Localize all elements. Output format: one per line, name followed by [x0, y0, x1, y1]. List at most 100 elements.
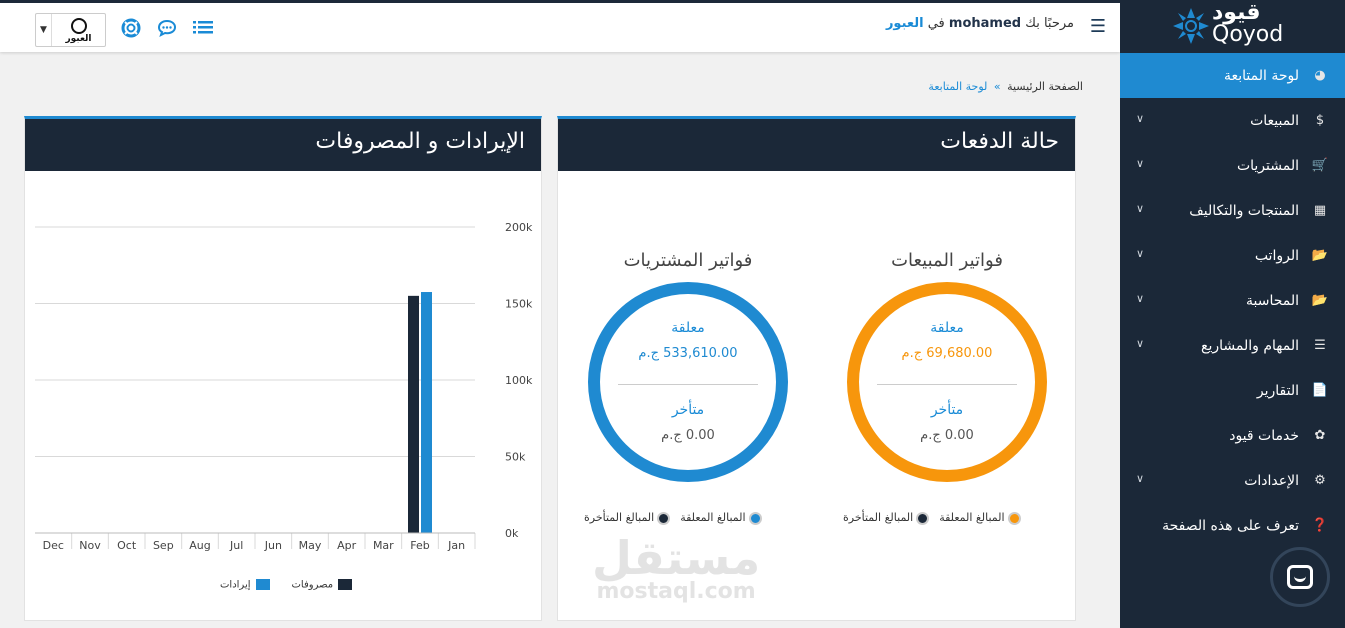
legend-swatch — [338, 579, 353, 590]
x-tick-label: Feb — [410, 539, 429, 552]
user-name: mohamed — [948, 16, 1022, 31]
sales-overdue-label: متأخر — [930, 402, 964, 418]
ring-divider — [877, 384, 1017, 385]
top-bar: ☰ مرحبًا بك mohamed في العبور ▼ العبور — [0, 0, 1120, 52]
sidebar-item-help[interactable]: ❓ تعرف على هذه الصفحة — [1120, 503, 1345, 548]
welcome-prefix: مرحبًا بك — [1025, 16, 1074, 31]
breadcrumb: الصفحة الرئيسية » لوحة المتابعة — [928, 80, 1083, 93]
purchases-overdue-value: 0.00 ج.م — [661, 428, 715, 443]
y-tick-label: 150k — [505, 298, 533, 311]
watermark-arabic: مستقل — [592, 531, 761, 585]
dollar-icon: $ — [1315, 113, 1325, 128]
gear-icon: ⚙ — [1314, 473, 1326, 488]
panel-title: حالة الدفعات — [558, 119, 1075, 171]
chevron-down-icon: ∨ — [1136, 472, 1145, 485]
company-logo: العبور — [52, 16, 105, 44]
brand-arabic: قيود — [1212, 0, 1261, 25]
sidebar-item-settings[interactable]: ⚙ الإعدادات ∨ — [1120, 458, 1345, 503]
sidebar-item-products[interactable]: ▦ المنتجات والتكاليف ∨ — [1120, 188, 1345, 233]
chat-bubble-icon — [1287, 565, 1313, 589]
watermark: مستقل mostaql.com — [592, 535, 760, 603]
brand-wordmark: قيود Qoyod — [1212, 2, 1283, 46]
sidebar-item-accounting[interactable]: 📂 المحاسبة ∨ — [1120, 278, 1345, 323]
x-tick-label: Aug — [189, 539, 210, 552]
sidebar-item-label: خدمات قيود — [1229, 427, 1299, 444]
sidebar-item-label: المهام والمشاريع — [1201, 337, 1299, 354]
support-icon[interactable] — [120, 17, 142, 39]
sidebar-item-label: التقارير — [1256, 382, 1299, 399]
sidebar-item-label: المحاسبة — [1245, 292, 1299, 309]
purchases-pending-label: معلقة — [671, 320, 705, 336]
sales-legend: المبالغ المعلقة المبالغ المتأخرة — [843, 511, 1021, 525]
x-tick-label: Jul — [229, 539, 243, 552]
folder-open-icon: 📂 — [1311, 293, 1329, 308]
x-tick-label: Oct — [117, 539, 137, 552]
sidebar: قيود Qoyod ◕ لوحة المتابعة $ المبيعات ∨ … — [1120, 0, 1345, 628]
list-icon: ☰ — [1314, 338, 1326, 353]
legend-overdue[interactable]: المبالغ المتأخرة — [584, 511, 671, 525]
brand-logo[interactable]: قيود Qoyod — [1120, 0, 1345, 53]
x-tick-label: Jun — [264, 539, 282, 552]
sidebar-item-label: المبيعات — [1250, 112, 1299, 129]
legend-label: إيرادات — [220, 579, 251, 591]
legend-pending[interactable]: المبالغ المعلقة — [939, 511, 1021, 525]
y-tick-label: 50k — [505, 451, 526, 464]
sidebar-item-tasks[interactable]: ☰ المهام والمشاريع ∨ — [1120, 323, 1345, 368]
chevron-down-icon: ∨ — [1136, 112, 1145, 125]
sales-pending-value: 69,680.00 ج.م — [901, 346, 993, 361]
bar — [408, 295, 419, 533]
sidebar-item-payroll[interactable]: 📂 الرواتب ∨ — [1120, 233, 1345, 278]
chevron-down-icon: ∨ — [1136, 292, 1145, 305]
chevron-down-icon: ∨ — [1136, 157, 1145, 170]
legend-overdue[interactable]: المبالغ المتأخرة — [843, 511, 930, 525]
chart-legend-item[interactable]: مصروفات — [292, 579, 353, 591]
bar — [421, 292, 432, 533]
sidebar-item-reports[interactable]: 📄 التقارير — [1120, 368, 1345, 413]
chart-legend-item[interactable]: إيرادات — [220, 579, 270, 591]
purchase-invoices-title: فواتير المشتريات — [623, 250, 753, 271]
caret-down-icon[interactable]: ▼ — [36, 14, 52, 46]
chevron-down-icon: ∨ — [1136, 337, 1145, 350]
legend-label: مصروفات — [291, 579, 334, 591]
breadcrumb-current[interactable]: لوحة المتابعة — [928, 80, 988, 93]
company-switcher[interactable]: ▼ العبور — [35, 13, 106, 47]
sidebar-item-dashboard[interactable]: ◕ لوحة المتابعة — [1120, 53, 1345, 98]
welcome-in: في — [927, 16, 945, 31]
sidebar-item-label: الإعدادات — [1244, 472, 1299, 489]
purchases-pending-value: 533,610.00 ج.م — [638, 346, 738, 361]
qoyod-logo-icon — [1173, 8, 1209, 44]
y-tick-label: 200k — [505, 221, 533, 234]
sales-invoices-ring[interactable]: معلقة 69,680.00 ج.م متأخر 0.00 ج.م — [847, 282, 1047, 482]
x-tick-label: Mar — [373, 539, 394, 552]
x-tick-label: May — [299, 539, 322, 552]
legend-swatch — [916, 511, 930, 525]
cart-icon: 🛒 — [1311, 158, 1329, 173]
sales-pending-label: معلقة — [930, 320, 964, 336]
y-tick-label: 0k — [505, 527, 519, 540]
legend-swatch — [657, 511, 671, 525]
sidebar-item-services[interactable]: ✿ خدمات قيود — [1120, 413, 1345, 458]
watermark-latin: mostaql.com — [596, 579, 756, 604]
breadcrumb-home[interactable]: الصفحة الرئيسية — [1007, 80, 1083, 93]
sidebar-item-label: لوحة المتابعة — [1223, 67, 1299, 84]
sidebar-item-label: المنتجات والتكاليف — [1189, 202, 1299, 219]
hamburger-icon[interactable]: ☰ — [1089, 16, 1106, 37]
legend-pending[interactable]: المبالغ المعلقة — [680, 511, 762, 525]
x-tick-label: Jan — [447, 539, 465, 552]
sidebar-item-sales[interactable]: $ المبيعات ∨ — [1120, 98, 1345, 143]
company-name[interactable]: العبور — [885, 16, 924, 31]
ring-divider — [618, 384, 758, 385]
purchase-invoices-ring[interactable]: معلقة 533,610.00 ج.م متأخر 0.00 ج.م — [588, 282, 788, 482]
chart-legend: مصروفات إيرادات — [220, 579, 353, 591]
live-chat-button[interactable] — [1270, 547, 1330, 607]
chat-icon[interactable] — [156, 17, 178, 39]
revenue-expenses-chart: 0k 50k 100k 150k 200k Jan Feb Mar Apr May Jun Jul Au… — [35, 221, 533, 552]
list-icon[interactable] — [192, 17, 214, 39]
x-tick-label: Nov — [79, 539, 101, 552]
chevron-down-icon: ∨ — [1136, 202, 1145, 215]
breadcrumb-separator: » — [993, 80, 1001, 93]
grid-icon: ▦ — [1313, 203, 1327, 218]
purchases-legend: المبالغ المعلقة المبالغ المتأخرة — [584, 511, 762, 525]
chevron-down-icon: ∨ — [1136, 247, 1145, 260]
sidebar-item-purchases[interactable]: 🛒 المشتريات ∨ — [1120, 143, 1345, 188]
